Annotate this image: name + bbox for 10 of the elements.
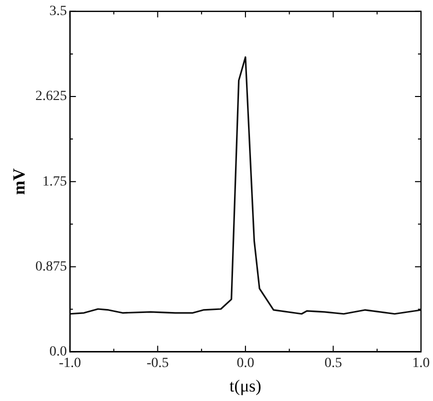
y-axis-title: mV: [10, 168, 29, 195]
y-tick-label: 3.5: [49, 4, 67, 20]
x-tick-label: 0.5: [324, 356, 342, 371]
y-tick-label: 1.75: [42, 174, 67, 190]
x-tick-label: 0.0: [236, 356, 254, 371]
x-tick-label: -0.5: [146, 356, 169, 371]
y-tick-label: 0.875: [35, 259, 67, 274]
x-axis-title: t(μs): [230, 376, 262, 396]
y-tick-label: 2.625: [35, 89, 67, 104]
x-tick-label: 1.0: [412, 356, 430, 371]
